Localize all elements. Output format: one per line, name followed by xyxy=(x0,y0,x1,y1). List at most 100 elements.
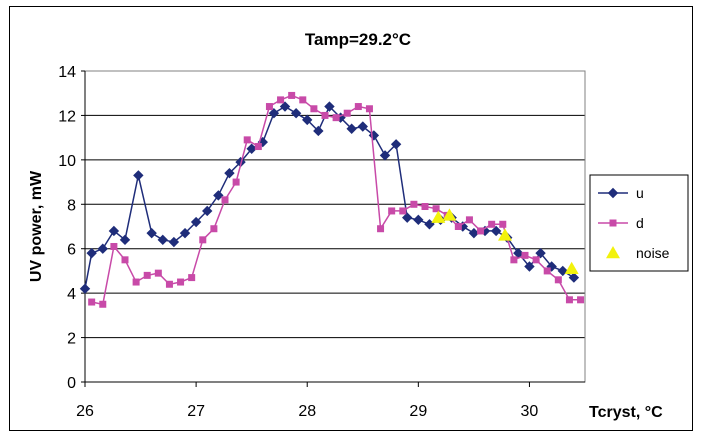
data-point-d xyxy=(188,274,196,282)
data-point-d xyxy=(221,196,229,204)
data-point-d xyxy=(343,109,351,117)
data-point-d xyxy=(354,103,362,111)
data-point-d xyxy=(332,114,340,122)
legend-marker-d xyxy=(609,219,617,227)
data-point-u xyxy=(468,227,480,239)
y-tick-label: 6 xyxy=(67,242,76,259)
data-point-u xyxy=(97,243,108,254)
data-point-u xyxy=(213,190,224,201)
data-point-u xyxy=(324,101,335,112)
data-point-noise xyxy=(498,228,512,241)
y-axis-label: UV power, mW xyxy=(28,170,45,282)
data-point-u xyxy=(108,225,120,237)
data-point-d xyxy=(410,200,418,208)
data-point-d xyxy=(321,111,329,119)
data-point-u xyxy=(157,234,168,246)
data-point-d xyxy=(399,207,407,215)
data-point-d xyxy=(177,278,185,286)
series-line-u xyxy=(84,105,575,289)
data-point-u xyxy=(179,227,191,239)
axes: 0 2 4 6 8 10 12 14 26 27 28 29 30 xyxy=(58,64,585,420)
data-point-u xyxy=(86,247,97,259)
legend-item-d: d xyxy=(598,215,644,231)
data-point-u xyxy=(313,125,324,137)
data-point-noise xyxy=(431,210,446,223)
data-point-d xyxy=(465,216,473,224)
data-point-u xyxy=(268,108,280,119)
data-point-d xyxy=(310,105,318,113)
data-point-u xyxy=(79,283,91,294)
data-point-d xyxy=(532,256,540,264)
legend-label: d xyxy=(636,215,644,231)
series-line-d xyxy=(91,94,581,306)
legend-label: u xyxy=(636,185,644,201)
data-point-d xyxy=(143,271,151,279)
series-u xyxy=(79,101,580,294)
legend-label: noise xyxy=(636,245,670,261)
data-point-u xyxy=(490,225,502,237)
data-point-u xyxy=(390,139,402,150)
data-point-u xyxy=(413,214,424,226)
data-point-d xyxy=(132,278,140,286)
data-point-d xyxy=(154,269,162,277)
data-point-d xyxy=(432,205,440,213)
x-tick-label: 28 xyxy=(298,403,316,420)
x-tick-label: 29 xyxy=(409,403,427,420)
y-tick-label: 14 xyxy=(58,64,76,81)
data-point-d xyxy=(554,276,562,284)
data-point-d xyxy=(110,242,118,250)
legend-marker-noise xyxy=(606,246,620,259)
data-point-u xyxy=(535,247,546,259)
data-point-u xyxy=(290,108,302,119)
data-point-d xyxy=(265,103,273,111)
data-point-d xyxy=(243,136,251,144)
data-point-d xyxy=(299,96,307,104)
y-tick-label: 12 xyxy=(58,108,76,125)
data-point-u xyxy=(568,272,580,283)
data-point-d xyxy=(165,280,173,288)
x-tick-label: 30 xyxy=(521,403,539,420)
data-point-d xyxy=(477,227,485,235)
data-point-u xyxy=(168,236,180,248)
y-tick-label: 0 xyxy=(67,375,76,392)
series-layer xyxy=(79,91,585,308)
uv-power-chart: 0 2 4 6 8 10 12 14 26 27 28 29 30 Tamp=29.2°C UV pow… xyxy=(28,30,689,421)
data-point-u xyxy=(302,114,313,126)
data-point-noise xyxy=(442,208,457,221)
data-point-d xyxy=(199,236,207,244)
y-tick-label: 4 xyxy=(67,286,76,303)
data-point-u xyxy=(190,216,202,228)
chart-title: Tamp=29.2°C xyxy=(305,30,411,49)
data-point-d xyxy=(288,91,296,99)
data-point-d xyxy=(377,225,385,233)
y-tick-label: 8 xyxy=(67,197,76,214)
chart-frame: 0 2 4 6 8 10 12 14 26 27 28 29 30 Tamp=29.2°C UV pow… xyxy=(9,6,693,431)
data-point-d xyxy=(121,256,129,264)
data-point-d xyxy=(254,143,262,151)
x-axis-label: Tcryst, °C xyxy=(589,404,663,421)
data-point-d xyxy=(543,267,551,275)
data-point-u xyxy=(133,170,144,181)
series-d xyxy=(88,91,585,308)
data-point-d xyxy=(510,256,518,264)
data-point-d xyxy=(499,220,507,228)
data-point-d xyxy=(99,300,107,308)
data-point-u xyxy=(224,167,235,179)
data-point-u xyxy=(246,143,257,154)
data-point-u xyxy=(202,205,213,217)
legend: ud noise xyxy=(589,174,689,272)
data-point-d xyxy=(565,296,573,304)
data-point-d xyxy=(277,96,285,104)
data-point-u xyxy=(557,265,568,277)
x-tick-label: 26 xyxy=(76,403,94,420)
data-point-d xyxy=(454,223,462,230)
legend-item-noise: noise xyxy=(606,245,670,261)
data-point-u xyxy=(379,150,391,161)
data-point-u xyxy=(146,227,157,239)
data-point-u xyxy=(346,123,357,134)
data-point-d xyxy=(521,251,529,259)
data-point-d xyxy=(421,203,429,211)
data-point-d xyxy=(365,105,373,113)
y-tick-label: 10 xyxy=(58,153,76,170)
data-point-u xyxy=(119,234,131,246)
